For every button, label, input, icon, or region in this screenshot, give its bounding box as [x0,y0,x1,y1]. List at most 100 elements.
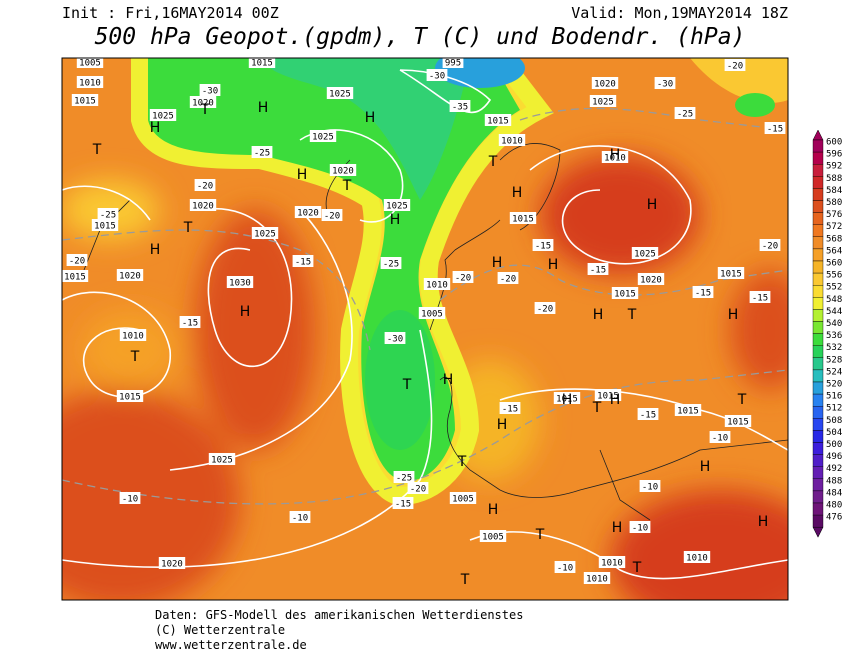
low-center: T [737,392,747,408]
label-box [194,179,216,191]
high-center: H [150,120,161,136]
isobar [169,209,353,471]
high-center: H [612,520,623,536]
scale-swatch [812,381,824,395]
isoline-label: 1010 [586,575,608,585]
scale-label: 564 [826,246,842,256]
label-box [724,415,752,427]
isoline-label: -20 [324,212,340,222]
scale-label: 576 [826,210,842,220]
isoline-label: -25 [396,474,412,484]
low-center: T [488,154,498,170]
label-box [724,59,746,71]
map: 1005 1010 1015 1015 1020 1025 1025 1025 1020 1025… [62,58,788,600]
scale-label: 476 [826,513,842,523]
isoline-label: -10 [712,434,728,444]
isoline-label: -20 [500,275,516,285]
scale-label: 496 [826,452,842,462]
high-center: H [390,212,401,228]
scale-swatch [812,490,824,504]
isoline-label: 1020 [594,80,616,90]
isoline-label: 1015 [251,59,273,69]
scale-label: 572 [826,222,842,232]
label-box [149,109,177,121]
init-time: Init : Fri,16MAY2014 00Z [62,4,279,22]
label-box [498,134,526,146]
isoline-label: 1020 [192,99,214,109]
isoline-label: 1010 [122,332,144,342]
isoline-label: -10 [122,495,138,505]
label-box [589,95,617,107]
isoline-label: 1005 [452,495,474,505]
isoline-label: -25 [254,149,270,159]
scale-label: 560 [826,259,842,269]
isoline-label: -15 [752,294,768,304]
scale-swatch [812,139,824,153]
scale-swatch [812,176,824,189]
low-center: T [592,400,602,416]
map-frame [61,57,789,601]
scale-label: 592 [826,162,842,172]
label-box [226,276,254,288]
label-box [452,271,474,283]
isoline-label: 1020 [297,209,319,219]
label-box [683,551,711,563]
label-box [553,392,581,404]
isoline-label: -30 [202,87,218,97]
isoline-label: -15 [295,258,311,268]
isoline-label: -15 [590,266,606,276]
scale-swatch [812,224,824,237]
label-box [554,561,576,573]
scale-swatch [812,430,824,443]
isoline-label: -10 [557,564,573,574]
isoline-label: 1015 [597,392,619,402]
label-box [189,96,217,108]
scale-label: 544 [826,307,842,317]
label-box [309,130,337,142]
high-center: H [647,197,658,213]
label-box [611,287,639,299]
isoline-label: 995 [445,59,461,69]
label-box [709,431,731,443]
isoline-label: -15 [395,500,411,510]
label-box [484,114,512,126]
label-box [764,122,786,134]
high-center: H [593,307,604,323]
high-center: H [758,514,769,530]
label-box [179,316,201,328]
isoline-label: 1015 [74,97,96,107]
label-box [199,84,221,96]
label-box [97,208,119,220]
label-box [637,408,659,420]
scale-label: 584 [826,186,842,196]
label-box [71,94,99,106]
label-box [62,270,89,282]
high-center: H [365,110,376,126]
scale-swatch [812,454,824,467]
label-box [292,255,314,267]
isoline-label: 1010 [601,559,623,569]
scale-swatch [812,406,824,419]
isoline-label: 1025 [211,456,233,466]
scale-swatch [812,236,824,250]
isoline-label: -15 [767,125,783,135]
scale-swatch [812,393,824,407]
map-title: 500 hPa Geopot.(gpdm), T (C) und Bodendr… [95,24,746,50]
scale-label: 532 [826,343,842,353]
scale-label: 600 [826,138,842,148]
label-box [587,263,609,275]
isoline-label: -20 [455,274,471,284]
isoline-label: 1005 [79,59,101,69]
isoline-label: 1010 [686,554,708,564]
label-box [654,77,676,89]
label-box [393,471,415,483]
low-center: T [535,527,545,543]
temperature-line [439,264,788,301]
scale-arrow-bottom [812,526,824,538]
label-box [534,302,556,314]
scale-swatch [812,466,824,480]
scale-label: 500 [826,440,842,450]
label-box [251,146,273,158]
footer-url: www.wetterzentrale.de [155,638,307,652]
label-box [251,227,279,239]
